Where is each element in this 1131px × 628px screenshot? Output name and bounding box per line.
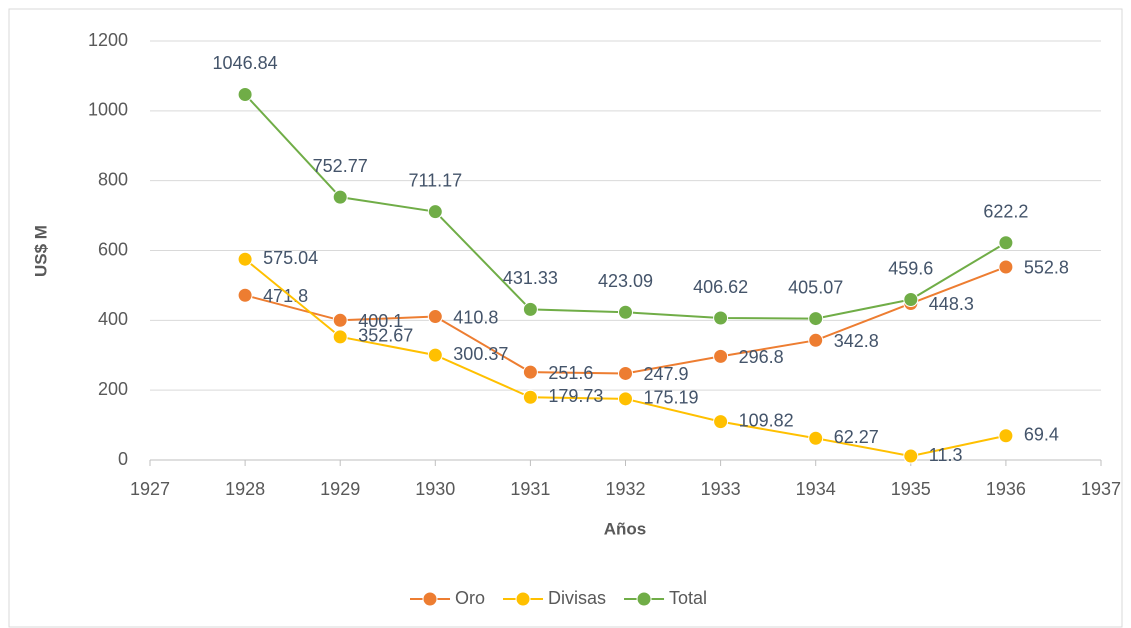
y-tick-label: 0 [118, 449, 128, 469]
data-label: 423.09 [598, 271, 653, 291]
y-axis-label: US$ M [31, 225, 50, 277]
x-axis-label: Años [604, 519, 647, 538]
x-tick-label: 1929 [320, 479, 360, 499]
legend-marker [515, 591, 531, 607]
data-label: 410.8 [453, 307, 498, 327]
x-tick-label: 1935 [891, 479, 931, 499]
data-label: 575.04 [263, 248, 318, 268]
point [427, 309, 443, 325]
x-tick-label: 1930 [415, 479, 455, 499]
point [808, 332, 824, 348]
y-tick-label: 200 [98, 379, 128, 399]
legend-marker [636, 591, 652, 607]
x-tick-label: 1932 [605, 479, 645, 499]
point [713, 310, 729, 326]
point [237, 287, 253, 303]
data-label: 62.27 [834, 427, 879, 447]
point [427, 204, 443, 220]
data-label: 752.77 [313, 156, 368, 176]
x-tick-label: 1936 [986, 479, 1026, 499]
data-label: 406.62 [693, 277, 748, 297]
data-label: 247.9 [644, 364, 689, 384]
y-tick-label: 1000 [88, 100, 128, 120]
point [713, 348, 729, 364]
data-label: 448.3 [929, 294, 974, 314]
point [903, 292, 919, 308]
point [903, 448, 919, 464]
legend-label: Divisas [548, 588, 606, 608]
data-label: 400.1 [358, 311, 403, 331]
legend-label: Total [669, 588, 707, 608]
x-tick-label: 1934 [796, 479, 836, 499]
point [427, 347, 443, 363]
point [618, 391, 633, 407]
y-tick-label: 400 [98, 309, 128, 329]
point [808, 430, 824, 446]
x-tick-label: 1928 [225, 479, 265, 499]
data-label: 175.19 [644, 388, 699, 408]
point [332, 189, 348, 205]
y-tick-label: 800 [98, 169, 128, 189]
data-label: 342.8 [834, 331, 879, 351]
point [998, 235, 1014, 251]
data-label: 179.73 [548, 386, 603, 406]
point [713, 414, 729, 430]
data-label: 251.6 [548, 363, 593, 383]
point [237, 86, 253, 102]
point [522, 364, 538, 380]
legend-label: Oro [455, 588, 485, 608]
data-label: 1046.84 [213, 53, 278, 73]
point [332, 312, 348, 328]
point [332, 329, 348, 345]
data-label: 11.3 [929, 445, 963, 465]
data-label: 711.17 [408, 170, 462, 190]
point [808, 311, 824, 327]
point [998, 428, 1014, 444]
point [522, 389, 538, 405]
data-label: 622.2 [983, 201, 1028, 221]
data-label: 552.8 [1024, 258, 1069, 278]
data-label: 459.6 [888, 258, 933, 278]
point [618, 365, 633, 381]
point [998, 259, 1014, 275]
x-tick-label: 1937 [1081, 479, 1121, 499]
data-label: 109.82 [739, 410, 794, 430]
point [618, 304, 633, 320]
data-label: 405.07 [788, 277, 843, 297]
legend-marker [422, 591, 438, 607]
data-label: 296.8 [739, 347, 784, 367]
point [522, 301, 538, 317]
point [237, 251, 253, 267]
x-tick-label: 1931 [510, 479, 550, 499]
data-label: 431.33 [503, 268, 558, 288]
data-label: 471.8 [263, 286, 308, 306]
data-label: 300.37 [453, 344, 508, 364]
data-label: 69.4 [1024, 425, 1059, 445]
data-label: 352.67 [358, 326, 413, 346]
x-tick-label: 1927 [130, 479, 170, 499]
y-tick-label: 600 [98, 239, 128, 259]
x-tick-label: 1933 [701, 479, 741, 499]
y-tick-label: 1200 [88, 30, 128, 50]
chart-frame [8, 8, 1123, 628]
